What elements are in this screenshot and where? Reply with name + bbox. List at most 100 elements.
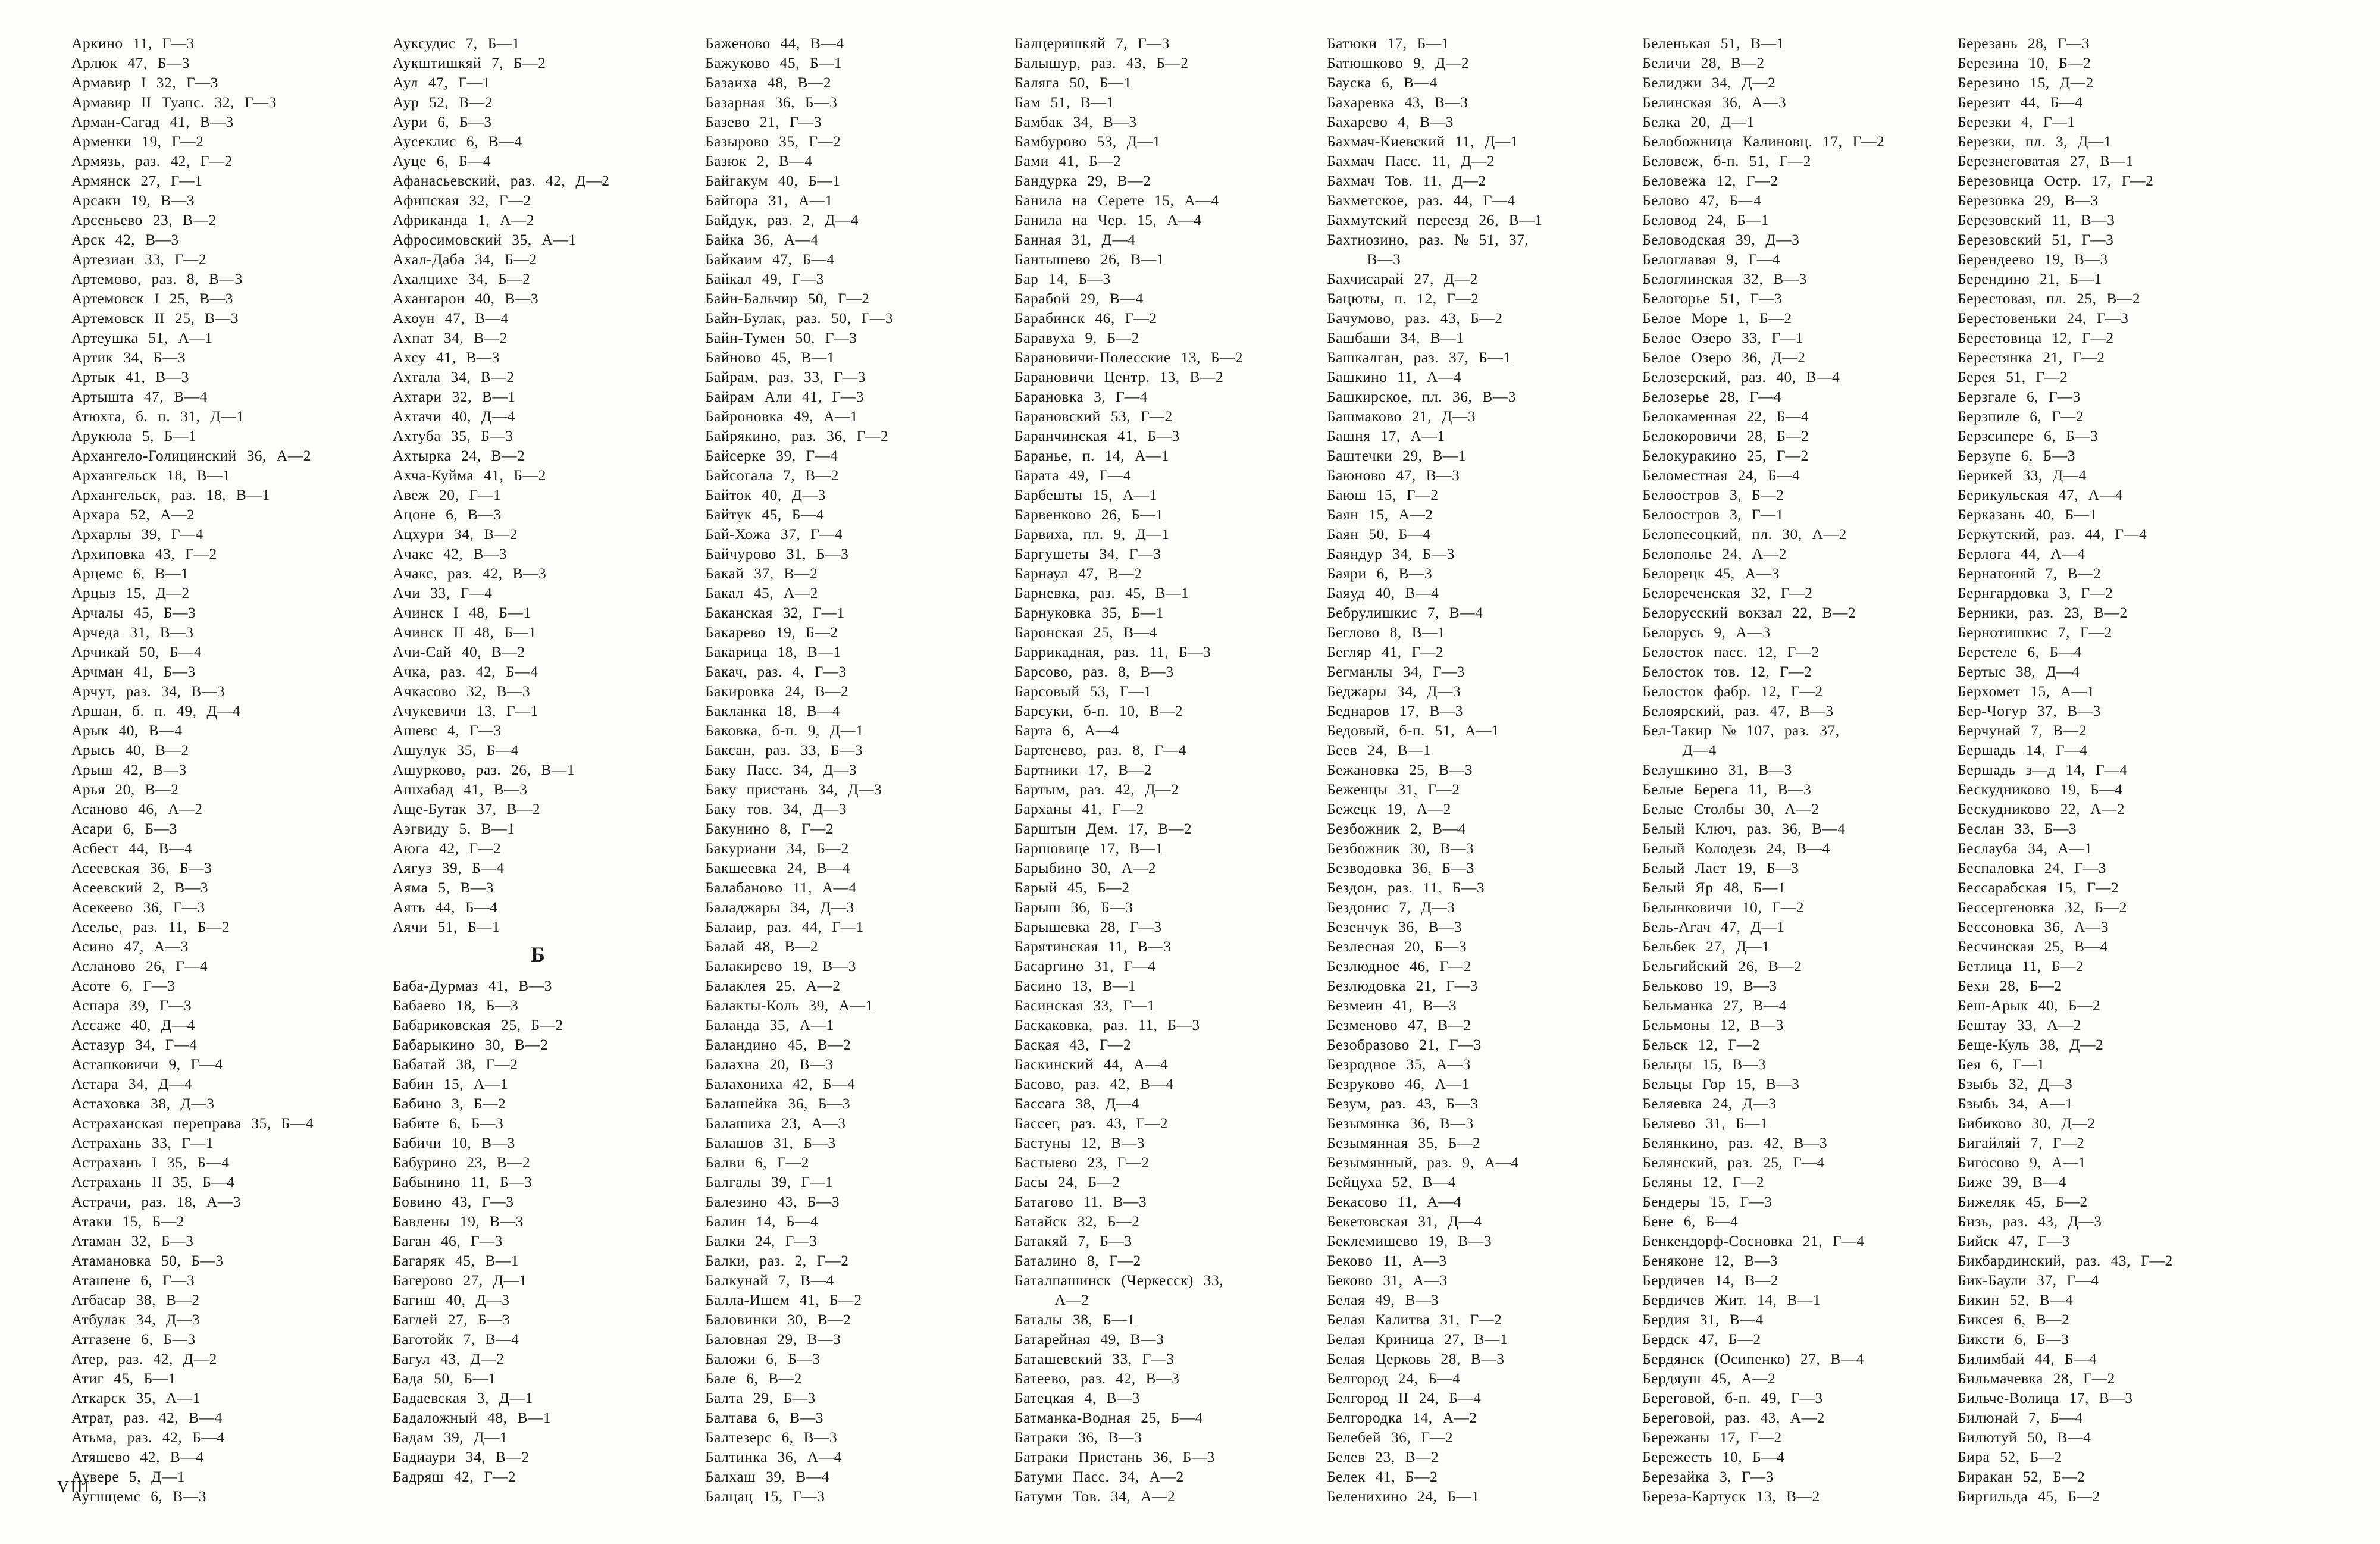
index-entry: Бене 6, Б—4 [1642,1213,1739,1230]
index-entry: Беляны 12, Г—2 [1642,1173,1765,1191]
index-entry: Барый 45, Б—2 [1014,879,1130,896]
index-entry: Байрякино, раз. 36, Г—2 [705,427,889,444]
index-entry: Арчеда 31, В—3 [71,624,194,641]
index-entry: Аусеклис 6, В—4 [393,133,522,150]
index-entry: Бадаевская 3, Д—1 [393,1389,533,1407]
index-entry: Балцац 15, Г—3 [705,1487,825,1505]
index-entry: Белая Калитва 31, Г—2 [1327,1311,1502,1328]
index-entry: Астраханская переправа 35, Б—4 [71,1114,314,1132]
index-entry: Баташевский 33, Г—3 [1014,1350,1175,1367]
index-entry: Белорецк 45, А—3 [1642,565,1780,582]
index-entry: Балышур, раз. 43, Б—2 [1014,54,1189,71]
index-entry: Бельмоны 12, В—3 [1642,1016,1784,1033]
index-entry: Барата 49, Г—4 [1014,466,1132,484]
index-entry: Архангельск 18, В—1 [71,466,231,484]
index-entry: Асбест 44, В—4 [71,840,193,857]
index-entry: Бердия 31, В—4 [1642,1311,1764,1328]
index-entry: Ауце 6, Б—4 [393,152,491,170]
index-entry: Беляево 31, Б—1 [1642,1114,1768,1132]
index-entry: Астрахань 33, Г—1 [71,1134,214,1151]
index-entry: Беловод 24, Б—1 [1642,211,1770,228]
index-entry: Баравуха 9, Б—2 [1014,329,1139,346]
index-entry: Бельск 12, Г—2 [1642,1036,1761,1053]
index-entry: Барсовый 53, Г—1 [1014,682,1152,700]
index-entry: Белинская 36, А—3 [1642,93,1787,111]
index-entry: Ачинск I 48, Б—1 [393,604,531,621]
index-entry: Арлюк 47, Б—3 [71,54,190,71]
index-entry: Байроновка 49, А—1 [705,408,859,425]
index-entry: Бацюты, п. 12, Г—2 [1327,290,1479,307]
index-entry: Бабарыкино 30, В—2 [393,1036,549,1053]
index-entry: Бира 52, Б—2 [1958,1448,2062,1465]
index-entry: Баглей 27, Б—3 [393,1311,511,1328]
index-entry: Балки, раз. 2, Г—2 [705,1252,849,1269]
index-entry: Бигайляй 7, Г—2 [1958,1134,2085,1151]
index-entry: Белоостров 3, Г—1 [1642,506,1784,523]
index-entry: Беглово 8, В—1 [1327,624,1446,641]
index-entry: Белово 47, Б—4 [1642,192,1762,209]
index-entry: Бештау 33, А—2 [1958,1016,2082,1033]
index-entry: Атаки 15, Б—2 [71,1213,184,1230]
index-entry: Архангело-Голицинский 36, А—2 [71,447,311,464]
index-entry: Беловеж, б-п. 51, Г—2 [1642,152,1811,170]
index-entry: Бершадь 14, Г—4 [1958,741,2088,759]
index-entry: Астрахань I 35, Б—4 [71,1154,230,1171]
index-entry: Бамбурово 53, Д—1 [1014,133,1161,150]
index-entry: Бережаны 17, Г—2 [1642,1429,1782,1446]
index-entry: Балезино 43, Б—3 [705,1193,840,1210]
index-entry: Архангельск, раз. 18, В—1 [71,486,270,503]
index-entry: Бельбек 27, Д—1 [1642,938,1770,955]
index-entry: Армавир I 32, Г—3 [71,74,218,91]
index-entry: Арчикай 50, Б—4 [71,643,202,660]
index-entry: Арск 42, В—3 [71,231,179,248]
index-entry: Аять 44, Б—4 [393,898,498,916]
index-entry: Белые Берега 11, В—3 [1642,781,1812,798]
index-entry: Безруково 46, А—1 [1327,1075,1470,1092]
index-entry: Белорусь 9, А—3 [1642,624,1771,641]
index-entry: Багерово 27, Д—1 [393,1271,527,1289]
index-entry: Бами 41, Б—2 [1014,152,1122,170]
index-entry: Бикин 52, В—4 [1958,1291,2074,1308]
index-column-3: Баженово 44, В—4 Бажуково 45, Б—1 Базаиха … [705,33,1012,1506]
index-entry: Белоостров 3, Б—2 [1642,486,1784,503]
index-entry: Асеевский 2, В—3 [71,879,209,896]
index-entry: Баксан, раз. 33, Б—3 [705,741,863,759]
index-entry: Ахал-Даба 34, Б—2 [393,250,537,268]
index-entry: Архиповка 43, Г—2 [71,545,217,562]
index-entry: Аюга 42, Г—2 [393,840,502,857]
index-entry: Биргильда 45, Б—2 [1958,1487,2100,1505]
index-entry: Ачка, раз. 42, Б—4 [393,663,538,680]
index-entry: Арчалы 45, Б—3 [71,604,196,621]
index-entry: Берендеево 19, В—3 [1958,250,2108,268]
index-entry: Белая 49, В—3 [1327,1291,1439,1308]
index-entry: Берея 51, Г—2 [1958,368,2068,386]
index-entry: Асоте 6, Г—3 [71,977,176,994]
index-entry: Армавир II Туапс. 32, Г—3 [71,93,277,111]
index-entry: Баяндур 34, Б—3 [1327,545,1455,562]
index-entry: Балин 14, Б—4 [705,1213,819,1230]
index-entry: Баская 43, Г—2 [1014,1036,1132,1053]
index-entry: Баюш 15, Г—2 [1327,486,1439,503]
index-entry: Бибиково 30, Д—2 [1958,1114,2096,1132]
index-entry: Беркутский, раз. 44, Г—4 [1958,525,2147,543]
index-entry: Балкунай 7, В—4 [705,1271,834,1289]
index-entry: Башмаково 21, Д—3 [1327,408,1476,425]
index-entry: Бантышево 26, В—1 [1014,250,1164,268]
index-entry: Барбешты 15, А—1 [1014,486,1157,503]
index-entry: Башкирское, пл. 36, В—3 [1327,388,1517,405]
index-entry: Балгалы 39, Г—1 [705,1173,834,1191]
index-entry: Ашулук 35, Б—4 [393,741,519,759]
index-entry: Бабин 15, А—1 [393,1075,509,1092]
index-entry: Атиг 45, Б—1 [71,1370,176,1387]
index-entry: Балхаш 39, В—4 [705,1468,830,1485]
index-entry: Афросимовский 35, А—1 [393,231,577,248]
index-entry: Балцеришкяй 7, Г—3 [1014,35,1170,52]
index-entry: Берхомет 15, А—1 [1958,682,2095,700]
index-entry: Байтук 45, Б—4 [705,506,825,523]
index-entry: Бачумово, раз. 43, Б—2 [1327,309,1503,327]
index-entry: Балахониха 42, Б—4 [705,1075,856,1092]
index-entry: Белый Ласт 19, Б—3 [1642,859,1799,876]
index-entry: Батраки Пристань 36, Б—3 [1014,1448,1215,1465]
index-entry: Березовский 11, В—3 [1958,211,2115,228]
index-entry: Башкино 11, А—4 [1327,368,1461,386]
